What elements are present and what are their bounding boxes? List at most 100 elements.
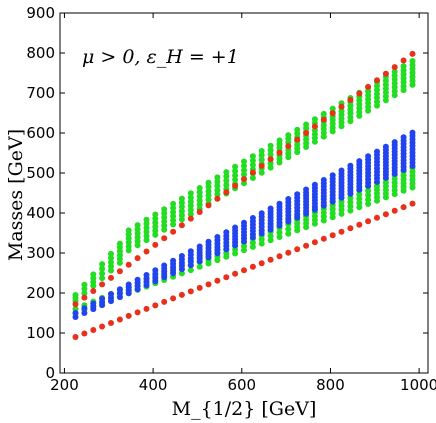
blue-point [329, 172, 336, 179]
green-point [241, 180, 247, 187]
green-point [187, 190, 194, 197]
green-point [214, 187, 221, 194]
green-point [303, 121, 310, 128]
green-point [249, 153, 256, 160]
green-point [178, 270, 185, 277]
green-point [178, 212, 185, 219]
green-point [409, 58, 416, 64]
blue-point [294, 191, 301, 198]
blue-point [196, 243, 203, 250]
red-point [108, 274, 114, 281]
y-tick-label: 900 [26, 4, 55, 22]
red-point [374, 214, 380, 221]
x-tick-label: 600 [227, 376, 256, 394]
y-tick-label: 200 [26, 284, 55, 302]
red-point [205, 202, 212, 209]
blue-point [391, 139, 398, 146]
green-point [152, 211, 159, 218]
blue-point [143, 272, 150, 278]
green-point [249, 175, 256, 181]
red-point [320, 116, 327, 123]
green-point [241, 171, 247, 178]
red-point [285, 143, 292, 150]
red-point [214, 195, 221, 202]
blue-point [223, 229, 230, 236]
red-point [143, 248, 150, 255]
red-point [241, 267, 247, 274]
green-point [196, 201, 203, 208]
blue-point [409, 129, 416, 136]
green-point [170, 217, 177, 224]
y-axis-ticks: 0 100 200 300 400 500 600 700 800 900 [26, 4, 428, 382]
green-point [125, 227, 132, 234]
green-point [152, 227, 159, 234]
red-point [400, 204, 407, 211]
red-point [170, 295, 177, 302]
green-point [143, 216, 150, 223]
blue-point [81, 305, 88, 312]
green-point [99, 265, 106, 272]
green-point [196, 189, 203, 196]
red-point [249, 263, 256, 270]
green-point [143, 233, 150, 239]
green-point [241, 167, 247, 174]
green-point [214, 182, 221, 189]
green-point [196, 193, 203, 200]
green-point [285, 226, 292, 233]
blue-point [382, 143, 389, 150]
red-point [409, 200, 416, 207]
red-point [391, 207, 398, 214]
green-point [320, 110, 327, 117]
red-point [152, 241, 159, 248]
green-point [232, 163, 239, 170]
data-points [72, 50, 416, 340]
green-point [108, 267, 114, 274]
blue-point [285, 196, 292, 202]
green-point [267, 151, 274, 158]
green-point [81, 290, 88, 297]
green-point [294, 126, 301, 133]
green-point [249, 157, 256, 164]
red-point [134, 255, 141, 262]
green-point [258, 169, 265, 176]
green-point [267, 233, 274, 239]
green-point [99, 270, 106, 277]
green-point [365, 192, 372, 199]
blue-point [276, 200, 283, 207]
green-point [187, 202, 194, 209]
red-point [303, 130, 310, 136]
green-point [161, 218, 168, 225]
green-point [143, 237, 150, 244]
red-point [320, 235, 327, 242]
green-point [347, 199, 354, 206]
green-point [161, 226, 168, 233]
green-point [347, 195, 354, 201]
green-point [99, 261, 106, 268]
green-point [258, 148, 265, 154]
red-point [356, 90, 363, 97]
red-point [276, 149, 283, 156]
red-point [258, 162, 265, 169]
green-point [356, 195, 363, 202]
red-point [143, 305, 150, 312]
blue-point [241, 219, 247, 226]
green-point [214, 174, 221, 181]
red-point [267, 256, 274, 263]
green-point [267, 237, 274, 244]
green-point [285, 230, 292, 237]
red-point [178, 291, 185, 298]
red-point [374, 77, 380, 84]
green-point [232, 168, 239, 175]
green-point [152, 231, 159, 238]
green-point [258, 152, 265, 159]
red-point [311, 239, 318, 246]
green-point [152, 215, 159, 222]
green-point [187, 267, 194, 274]
green-point [249, 243, 256, 250]
green-point [205, 192, 212, 199]
green-point [214, 178, 221, 185]
green-point [170, 205, 177, 211]
y-tick-label: 700 [26, 84, 55, 102]
blue-point [214, 234, 221, 240]
chart-annotation: μ > 0, ε_H = +1 [82, 46, 239, 68]
